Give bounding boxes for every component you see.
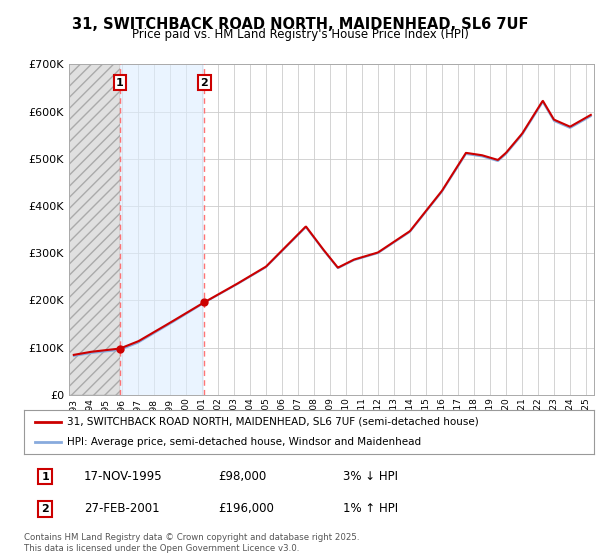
- Text: 27-FEB-2001: 27-FEB-2001: [84, 502, 160, 515]
- Text: Contains HM Land Registry data © Crown copyright and database right 2025.
This d: Contains HM Land Registry data © Crown c…: [24, 533, 359, 553]
- Text: 1: 1: [116, 78, 124, 87]
- Text: £196,000: £196,000: [218, 502, 274, 515]
- Text: 17-NOV-1995: 17-NOV-1995: [84, 470, 163, 483]
- Text: 31, SWITCHBACK ROAD NORTH, MAIDENHEAD, SL6 7UF (semi-detached house): 31, SWITCHBACK ROAD NORTH, MAIDENHEAD, S…: [67, 417, 479, 427]
- Text: HPI: Average price, semi-detached house, Windsor and Maidenhead: HPI: Average price, semi-detached house,…: [67, 437, 421, 447]
- Bar: [120, 64, 204, 395]
- Text: 1% ↑ HPI: 1% ↑ HPI: [343, 502, 398, 515]
- Text: 2: 2: [200, 78, 208, 87]
- Text: 31, SWITCHBACK ROAD NORTH, MAIDENHEAD, SL6 7UF: 31, SWITCHBACK ROAD NORTH, MAIDENHEAD, S…: [72, 17, 528, 32]
- Text: 1: 1: [41, 472, 49, 482]
- Bar: [69, 64, 120, 395]
- Text: 3% ↓ HPI: 3% ↓ HPI: [343, 470, 398, 483]
- Text: £98,000: £98,000: [218, 470, 266, 483]
- Text: 2: 2: [41, 504, 49, 514]
- Text: Price paid vs. HM Land Registry's House Price Index (HPI): Price paid vs. HM Land Registry's House …: [131, 28, 469, 41]
